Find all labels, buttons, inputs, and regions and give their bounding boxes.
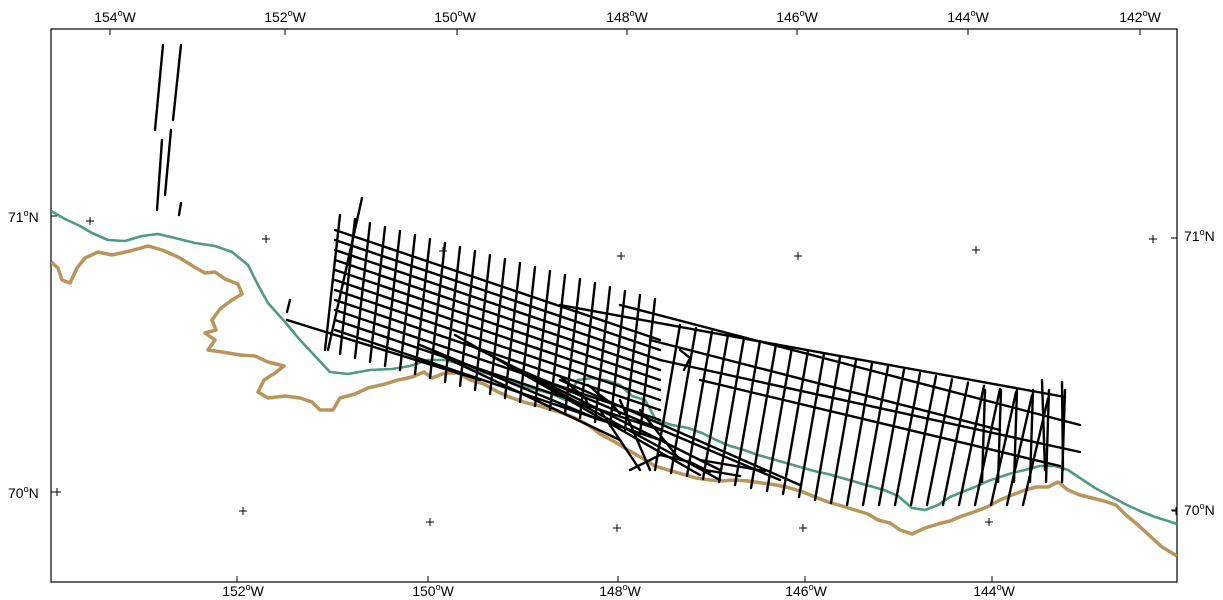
trackline [989, 391, 1018, 507]
trackline [813, 355, 842, 502]
trackline [326, 196, 364, 352]
trackline [398, 233, 417, 372]
trackline [598, 408, 642, 472]
top-lon-label-148w: 148oW [606, 8, 648, 25]
trackline [845, 362, 874, 507]
trackline [418, 343, 602, 422]
trackline [980, 388, 987, 484]
trackline [909, 375, 938, 507]
trackline [368, 225, 387, 364]
left-lat-label-70n: 70oN [8, 484, 39, 501]
trackline [701, 333, 730, 481]
trackline [473, 253, 492, 392]
trackline [177, 201, 183, 217]
trackline [1040, 378, 1047, 472]
trackline [685, 330, 714, 478]
top-lon-label-154w: 154oW [94, 8, 136, 25]
trackline [703, 468, 742, 478]
trackline [861, 365, 890, 507]
bottom-lon-label-148w: 148oW [599, 582, 641, 599]
trackline [155, 138, 164, 212]
trackline [518, 265, 537, 404]
left-latitude-labels: 71oN 70oN [8, 208, 39, 501]
trackline [628, 453, 712, 474]
trackline [333, 258, 662, 372]
shelf-contour [51, 209, 1177, 526]
trackline [1012, 388, 1019, 484]
trackline [941, 381, 970, 507]
survey-tracklines [153, 43, 1082, 507]
trackline [925, 378, 954, 507]
trackline [638, 408, 682, 462]
right-lat-label-71n: 71oN [1184, 227, 1215, 244]
top-longitude-labels: 154oW 152oW 150oW 148oW 146oW 144oW 142o… [94, 8, 1161, 25]
trackline [413, 237, 432, 376]
top-lon-label-146w: 146oW [776, 8, 818, 25]
trackline [518, 368, 782, 482]
trackline [797, 352, 826, 499]
bottom-lon-label-146w: 146oW [785, 582, 827, 599]
coastline [51, 244, 1177, 558]
trackline [1060, 380, 1065, 472]
trackline [957, 384, 986, 507]
trackline [438, 353, 622, 442]
trackline [163, 128, 173, 197]
trackline [503, 261, 522, 400]
trackline [563, 277, 582, 416]
trackline [285, 298, 292, 314]
trackline [618, 303, 1082, 427]
trackline [623, 293, 642, 432]
trackline [285, 318, 482, 382]
trackline [877, 368, 906, 507]
trackline [749, 343, 778, 490]
trackline [829, 359, 858, 505]
bottom-longitude-labels: 152oW 150oW 148oW 146oW 144oW [222, 582, 1015, 599]
trackline [586, 383, 622, 416]
top-lon-label-144w: 144oW [947, 8, 989, 25]
left-lat-label-71n: 71oN [8, 208, 39, 225]
trackline [618, 398, 652, 472]
trackline [973, 387, 1002, 507]
bottom-lon-label-150w: 150oW [412, 582, 454, 599]
trackline [558, 303, 1067, 399]
trackline [1044, 388, 1051, 484]
trackline [558, 374, 592, 410]
trackline [658, 358, 1082, 454]
trackline [333, 248, 662, 362]
map-content [51, 43, 1177, 558]
trackline [428, 241, 447, 380]
right-lat-label-70n: 70oN [1184, 501, 1215, 518]
trackline [488, 257, 507, 396]
trackline [353, 221, 372, 360]
frame-ticks [51, 29, 1177, 582]
bottom-lon-label-144w: 144oW [973, 582, 1015, 599]
trackline [383, 229, 402, 368]
right-latitude-labels: 71oN 70oN [1184, 227, 1215, 518]
trackline [558, 378, 802, 487]
trackline [717, 336, 746, 484]
trackline [678, 348, 692, 372]
trackline [1028, 388, 1035, 484]
top-lon-label-152w: 152oW [264, 8, 306, 25]
bottom-lon-label-152w: 152oW [222, 582, 264, 599]
trackline [733, 339, 762, 487]
trackline [323, 213, 342, 352]
trackline [781, 349, 810, 496]
trackline [333, 288, 662, 402]
trackline [153, 43, 165, 132]
top-lon-label-150w: 150oW [434, 8, 476, 25]
map-border [50, 28, 1178, 583]
trackline [996, 388, 1003, 484]
top-lon-label-142w: 142oW [1119, 8, 1161, 25]
trackline [1005, 394, 1034, 507]
trackline [698, 458, 767, 473]
trackline [171, 43, 183, 122]
trackline [593, 285, 612, 424]
trackline [893, 371, 922, 507]
map-frame [50, 28, 1178, 583]
trackline [765, 346, 794, 493]
